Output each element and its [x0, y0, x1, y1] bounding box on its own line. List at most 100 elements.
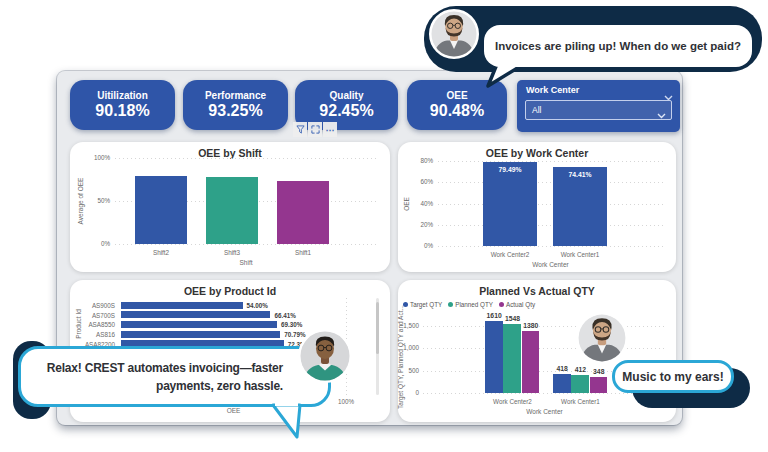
x-tick-label: Shift3 [224, 249, 240, 256]
bar-Shift1 [277, 181, 329, 244]
gridline [423, 348, 666, 349]
legend-dot [403, 302, 408, 307]
gridline [115, 158, 377, 159]
y-tick-label: 1,500 [403, 322, 419, 329]
kpi-label: OEE [446, 90, 467, 101]
bar-value-label: 1548 [505, 315, 520, 322]
y-tick-label: 500 [408, 367, 419, 374]
x-tick-label: Work Center1 [561, 398, 600, 405]
chart-title: OEE by Product Id [70, 285, 390, 297]
chart-oee-by-shift: OEE by Shift 100%50%0%Shift2Shift3Shift1… [70, 142, 390, 272]
more-options-icon[interactable]: ⋯ [323, 122, 337, 137]
avatar-man-suit [576, 312, 628, 368]
bar-value-label: 74.41% [568, 171, 591, 178]
y-tick-label: 60% [420, 178, 433, 185]
y-tick-label: 0 [415, 389, 419, 396]
filter-icon[interactable] [293, 122, 307, 137]
gridline [423, 393, 666, 394]
kpi-label: Uitilization [97, 90, 148, 101]
y-tick-label: 0% [424, 242, 433, 249]
bar-Work Center2-Actual Qty [522, 331, 540, 393]
bar-AS816 [121, 331, 280, 338]
kpi-value: 92.45% [319, 102, 373, 120]
speech-text: Relax! CREST automates invoicing—faster … [47, 359, 283, 395]
legend-dot [448, 302, 453, 307]
legend: Target QTY Planned QTY Actual Qty [403, 301, 535, 308]
bar-value-label: 1610 [487, 312, 502, 319]
bar-Work Center1-Actual Qty [590, 377, 608, 393]
chart-title: Planned Vs Actual QTY [398, 285, 676, 297]
gridline [438, 225, 663, 226]
y-tick-label: 0% [101, 240, 110, 247]
chart-planned-vs-actual-qty: Planned Vs Actual QTY 1,500 1,000 500 0 Targ… [398, 280, 676, 422]
x-axis-title: Work Center [532, 261, 568, 268]
y-axis-title: OEE [403, 197, 410, 211]
y-axis-title: Product Id [75, 310, 82, 340]
kpi-label: Quality [330, 90, 364, 101]
bar-AS900S [121, 302, 243, 309]
visual-hover-toolbar: ⋯ [293, 122, 337, 137]
y-category-label: AS900S [92, 302, 115, 309]
kpi-value: 90.18% [95, 102, 149, 120]
scrollbar-thumb[interactable] [376, 302, 379, 354]
speech-bubble-top: Invoices are piling up! When do we get p… [484, 25, 752, 67]
bar-value-label: 1380 [523, 322, 538, 329]
bar-Shift2 [135, 176, 187, 244]
y-tick-label: 80% [420, 157, 433, 164]
speech-text: Invoices are piling up! When do we get p… [495, 40, 741, 52]
speech-bubble-bottom-right: Music to my ears! [612, 360, 734, 393]
bar-Work Center2 [483, 162, 537, 246]
gridline [438, 161, 663, 162]
kpi-card-performance: Performance 93.25% [183, 80, 288, 130]
focus-mode-icon[interactable] [308, 122, 322, 137]
bar-value-label: 79.49% [498, 166, 521, 173]
y-tick-label: 100% [94, 154, 110, 161]
avatar-man-suit [429, 9, 479, 63]
kpi-value: 93.25% [208, 102, 262, 120]
work-center-slicer: Work Center All [517, 80, 680, 132]
y-tick-label: 50% [97, 197, 110, 204]
y-tick-label: 20% [420, 221, 433, 228]
legend-item: Target QTY [403, 301, 442, 308]
legend-dot [499, 302, 504, 307]
speech-text: Music to my ears! [622, 370, 723, 384]
bar-value-label: 418 [556, 365, 567, 372]
y-category-label: AS816 [96, 331, 115, 338]
bar-ASA8550 [121, 321, 277, 328]
gridline [423, 326, 666, 327]
bar-Shift3 [206, 177, 258, 244]
kpi-label: Performance [205, 90, 266, 101]
bar-Work Center1 [553, 167, 607, 246]
x-axis-title: OEE [227, 407, 241, 414]
bar-value-label: 348 [593, 368, 604, 375]
legend-label: Planned QTY [455, 301, 493, 308]
x-tick-label: Work Center2 [491, 251, 530, 258]
bar-value-label: 69.30% [281, 321, 302, 328]
gridline [115, 244, 377, 245]
x-axis-title: Work Center [526, 408, 562, 415]
x-axis-title: Shift [239, 259, 252, 266]
y-category-label: ASA8550 [88, 321, 115, 328]
x-tick-label: 100% [338, 398, 354, 405]
page: Uitilization 90.18% Performance 93.25% Q… [0, 0, 768, 452]
bar-Work Center2-Target QTY [485, 321, 503, 393]
kpi-card-utilization: Uitilization 90.18% [70, 80, 175, 130]
x-tick-label: Work Center1 [561, 251, 600, 258]
kpi-value: 90.48% [430, 102, 484, 120]
avatar-man-green-sweater [298, 329, 352, 387]
legend-label: Target QTY [410, 301, 442, 308]
slicer-dropdown[interactable]: All [525, 100, 672, 120]
bar-value-label: 66.41% [274, 311, 295, 318]
y-category-label: AS700S [92, 311, 115, 318]
chevron-down-icon [657, 107, 666, 125]
y-axis-title: Target QTY, Planned QTY and Act... [397, 305, 404, 409]
y-tick-label: 1,000 [403, 344, 419, 351]
bar-Work Center1-Target QTY [553, 374, 571, 393]
x-tick-label: Shift1 [295, 249, 311, 256]
bar-value-label: 54.00% [247, 302, 268, 309]
legend-label: Actual Qty [506, 301, 535, 308]
bar-Work Center2-Planned QTY [503, 324, 521, 393]
y-axis-title: Average of OEE [77, 178, 84, 225]
bar-Work Center1-Planned QTY [571, 375, 589, 393]
gridline [438, 182, 663, 183]
